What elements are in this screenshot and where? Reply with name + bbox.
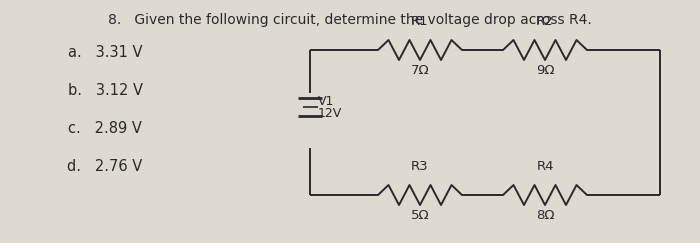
Text: 7Ω: 7Ω xyxy=(411,64,429,77)
Text: 8Ω: 8Ω xyxy=(536,209,554,222)
Text: R1: R1 xyxy=(411,15,429,28)
Text: R4: R4 xyxy=(536,160,554,173)
Text: 9Ω: 9Ω xyxy=(536,64,554,77)
Text: d.   2.76 V: d. 2.76 V xyxy=(67,158,143,174)
Text: R2: R2 xyxy=(536,15,554,28)
Text: V1: V1 xyxy=(318,95,335,108)
Text: a.   3.31 V: a. 3.31 V xyxy=(68,44,142,60)
Text: 12V: 12V xyxy=(318,107,342,120)
Text: b.   3.12 V: b. 3.12 V xyxy=(67,83,143,97)
Text: 8.   Given the following circuit, determine the voltage drop across R4.: 8. Given the following circuit, determin… xyxy=(108,13,592,27)
Text: c.   2.89 V: c. 2.89 V xyxy=(68,121,142,136)
Text: R3: R3 xyxy=(411,160,429,173)
Text: 5Ω: 5Ω xyxy=(411,209,429,222)
